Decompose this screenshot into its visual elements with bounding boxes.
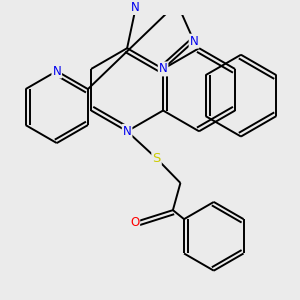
Text: S: S — [152, 152, 161, 165]
Text: O: O — [130, 216, 139, 229]
Text: N: N — [159, 62, 167, 76]
Text: N: N — [190, 35, 198, 48]
Text: N: N — [131, 1, 140, 14]
Text: N: N — [52, 64, 61, 78]
Text: N: N — [123, 125, 131, 138]
